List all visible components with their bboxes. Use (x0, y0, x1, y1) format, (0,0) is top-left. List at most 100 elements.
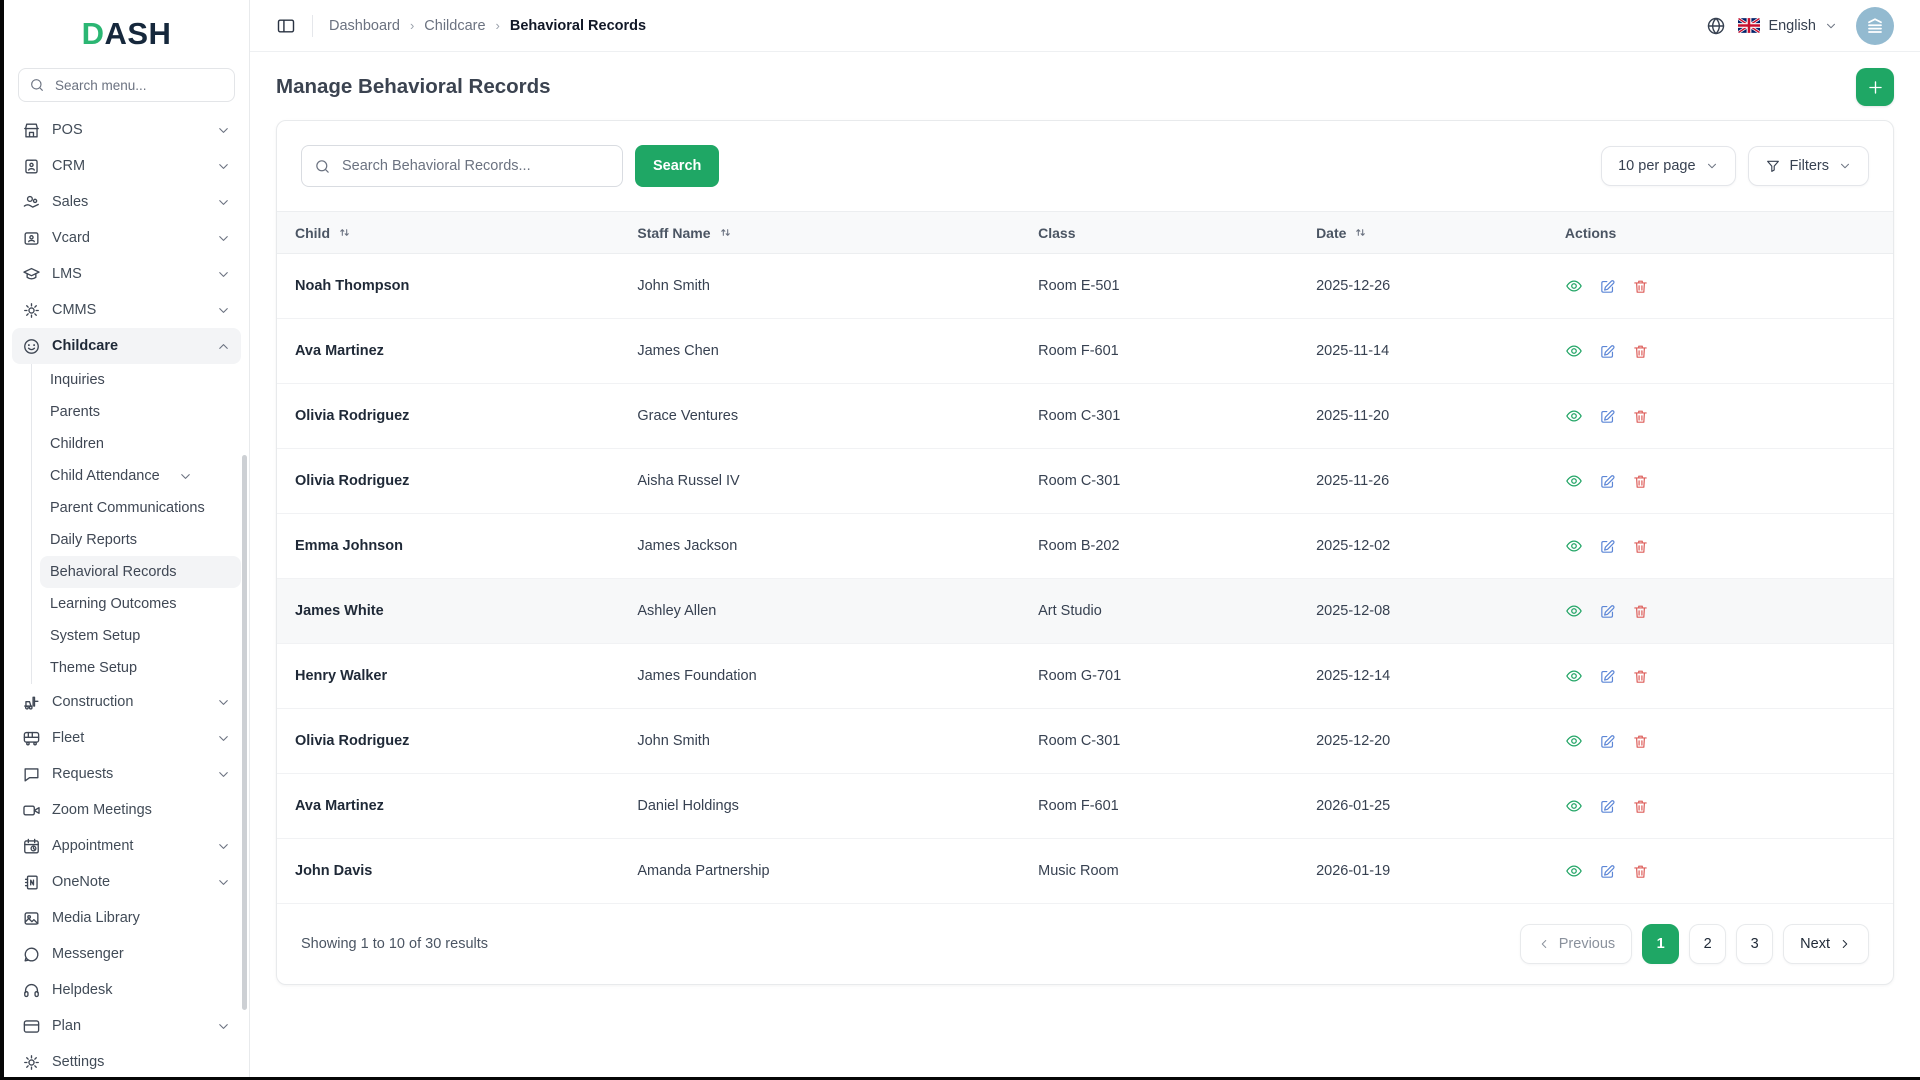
sidebar-item-onenote[interactable]: OneNote (12, 864, 241, 900)
view-button[interactable] (1565, 407, 1583, 425)
previous-page-button[interactable]: Previous (1519, 924, 1633, 964)
edit-button[interactable] (1599, 278, 1616, 295)
sidebar-item-plan[interactable]: Plan (12, 1008, 241, 1044)
breadcrumb-childcare[interactable]: Childcare (424, 17, 486, 34)
edit-button[interactable] (1599, 733, 1616, 750)
cell-actions (1564, 773, 1893, 839)
machine-gear-icon (24, 302, 39, 318)
sidebar-subitem-behavioral-records[interactable]: Behavioral Records (40, 556, 241, 588)
sort-icon-wrap[interactable] (337, 225, 352, 240)
column-header-staff-name[interactable]: Staff Name (637, 211, 1039, 254)
edit-icon (1601, 474, 1615, 488)
records-search-input[interactable] (340, 157, 610, 175)
add-record-button[interactable] (1856, 68, 1894, 106)
uk-flag-icon (1738, 18, 1761, 33)
cell-actions (1564, 513, 1893, 579)
topbar-right: English (1706, 6, 1894, 45)
edit-button[interactable] (1599, 863, 1616, 880)
sidebar-subitem-inquiries[interactable]: Inquiries (50, 372, 105, 388)
sidebar-item-zoom-meetings[interactable]: Zoom Meetings (12, 792, 241, 828)
sidebar-item-sales[interactable]: Sales (12, 184, 241, 220)
view-button[interactable] (1565, 667, 1583, 685)
sidebar-item-requests[interactable]: Requests (12, 756, 241, 792)
sidebar-item-pos[interactable]: POS (12, 112, 241, 148)
next-page-button[interactable]: Next (1783, 924, 1869, 964)
sidebar-subitem-learning-outcomes[interactable]: Learning Outcomes (50, 596, 177, 612)
sidebar-item-vcard[interactable]: Vcard (12, 220, 241, 256)
view-button[interactable] (1565, 862, 1583, 880)
sidebar-item-lms[interactable]: LMS (12, 256, 241, 292)
breadcrumb-dashboard[interactable]: Dashboard (329, 17, 400, 34)
page-button-2[interactable]: 2 (1689, 924, 1727, 964)
delete-button[interactable] (1632, 538, 1649, 555)
sidebar-item-fleet[interactable]: Fleet (12, 720, 241, 756)
sort-icon-wrap[interactable] (718, 225, 733, 240)
sidebar-item-settings[interactable]: Settings (12, 1044, 241, 1077)
sidebar-subitem-parents[interactable]: Parents (50, 404, 100, 420)
cell-actions (1564, 708, 1893, 774)
delete-button[interactable] (1632, 733, 1649, 750)
sidebar-subitem-child-attendance[interactable]: Child Attendance (40, 460, 241, 492)
view-button[interactable] (1565, 472, 1583, 490)
column-header-child[interactable]: Child (277, 211, 638, 254)
main-area: Dashboard › Childcare › Behavioral Recor… (250, 0, 1920, 1077)
cell-date: 2025-12-14 (1316, 643, 1565, 709)
cell-child: Ava Martinez (277, 773, 638, 839)
view-button[interactable] (1565, 797, 1583, 815)
page-button-3[interactable]: 3 (1736, 924, 1774, 964)
delete-button[interactable] (1632, 603, 1649, 620)
sidebar-item-media-library[interactable]: Media Library (12, 900, 241, 936)
delete-button[interactable] (1632, 408, 1649, 425)
trash-icon (1634, 345, 1647, 358)
edit-button[interactable] (1599, 603, 1616, 620)
sidebar-subitem-parent-communications[interactable]: Parent Communications (50, 500, 205, 516)
column-header-date[interactable]: Date (1316, 211, 1565, 254)
sidebar-item-helpdesk[interactable]: Helpdesk (12, 972, 241, 1008)
cell-class: Room B-202 (1038, 513, 1317, 579)
sidebar-item-construction[interactable]: Construction (12, 684, 241, 720)
avatar[interactable] (1856, 6, 1894, 45)
view-button[interactable] (1565, 732, 1583, 750)
sidebar-item-cmms[interactable]: CMMS (12, 292, 241, 328)
edit-button[interactable] (1599, 408, 1616, 425)
chevron-down-icon (180, 473, 190, 479)
filters-button[interactable]: Filters (1747, 146, 1869, 186)
sort-icon-wrap[interactable] (1353, 225, 1368, 240)
sidebar-item-appointment[interactable]: Appointment (12, 828, 241, 864)
search-button[interactable]: Search (635, 145, 720, 187)
delete-button[interactable] (1632, 863, 1649, 880)
edit-button[interactable] (1599, 538, 1616, 555)
language-selector[interactable]: English (1738, 18, 1838, 34)
sidebar-scrollbar[interactable] (242, 455, 247, 1010)
sidebar-item-label: LMS (52, 266, 82, 282)
per-page-select[interactable]: 10 per page (1601, 146, 1736, 186)
delete-button[interactable] (1632, 668, 1649, 685)
sidebar-subitem-daily-reports[interactable]: Daily Reports (50, 532, 138, 548)
delete-button[interactable] (1632, 473, 1649, 490)
sidebar-item-messenger[interactable]: Messenger (12, 936, 241, 972)
delete-button[interactable] (1632, 278, 1649, 295)
sidebar-item-label: Fleet (52, 730, 85, 746)
app-logo[interactable]: DASH (4, 16, 249, 52)
sidebar-item-childcare[interactable]: Childcare (12, 328, 241, 364)
sidebar-subitem-children[interactable]: Children (50, 436, 104, 452)
edit-button[interactable] (1599, 473, 1616, 490)
view-button[interactable] (1565, 602, 1583, 620)
view-button[interactable] (1565, 342, 1583, 360)
delete-button[interactable] (1632, 798, 1649, 815)
sidebar-toggle-button[interactable] (276, 16, 296, 36)
edit-button[interactable] (1599, 343, 1616, 360)
sidebar-subitem-system-setup[interactable]: System Setup (50, 628, 141, 644)
messenger-icon (24, 946, 39, 962)
edit-button[interactable] (1599, 668, 1616, 685)
view-button[interactable] (1565, 277, 1583, 295)
view-button[interactable] (1565, 537, 1583, 555)
globe-icon-wrap[interactable] (1706, 16, 1726, 36)
sidebar-subitem-theme-setup[interactable]: Theme Setup (50, 660, 138, 676)
edit-button[interactable] (1599, 798, 1616, 815)
graduation-cap-icon (23, 267, 40, 279)
sidebar-search-input[interactable] (53, 76, 224, 94)
sidebar-item-crm[interactable]: CRM (12, 148, 241, 184)
delete-button[interactable] (1632, 343, 1649, 360)
page-button-1[interactable]: 1 (1642, 924, 1680, 964)
